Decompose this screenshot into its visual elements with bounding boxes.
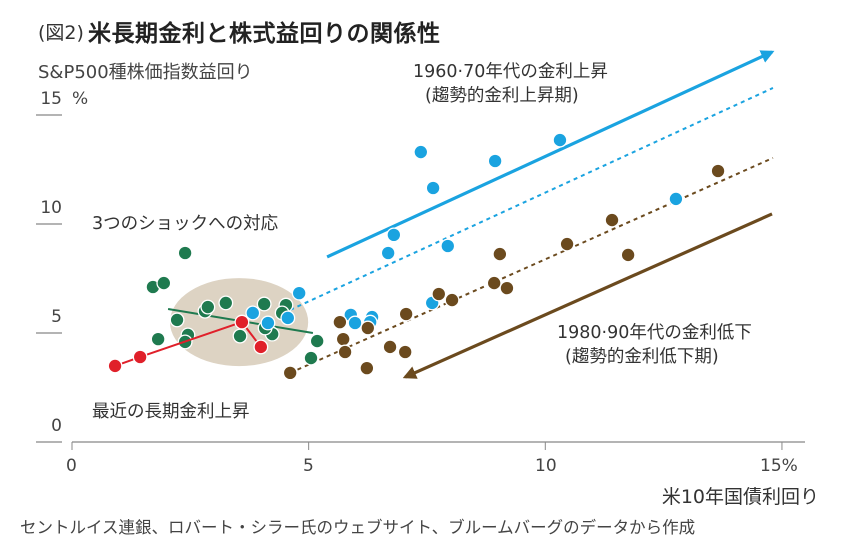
x-tick-label-5: 5 bbox=[303, 456, 314, 476]
green-data-point bbox=[200, 299, 216, 315]
y-tick-label-10: 10 bbox=[40, 198, 62, 218]
blue-data-point bbox=[552, 132, 568, 148]
brown-data-point bbox=[559, 236, 575, 252]
blue-data-point bbox=[386, 227, 402, 243]
green-data-point bbox=[150, 331, 166, 347]
blue-data-point bbox=[487, 153, 503, 169]
red-data-point bbox=[132, 349, 148, 365]
blue-data-point bbox=[245, 305, 261, 321]
blue-data-point bbox=[280, 310, 296, 326]
source-note: セントルイス連銀、ロバート・シラー氏のウェブサイト、ブルームバーグのデータから作… bbox=[20, 518, 696, 537]
brown-data-point bbox=[397, 344, 413, 360]
green-data-point bbox=[303, 350, 319, 366]
blue-data-point bbox=[347, 315, 363, 331]
annotation-rise-6070: 1960·70年代の金利上昇 bbox=[413, 62, 608, 82]
annotation-shocks: 3つのショックへの対応 bbox=[92, 214, 279, 234]
brown-data-point bbox=[332, 314, 348, 330]
brown-data-point bbox=[282, 365, 298, 381]
brown-data-point bbox=[499, 280, 515, 296]
red-connector-line bbox=[114, 320, 262, 367]
brown-data-point bbox=[382, 339, 398, 355]
y-tick-label-15: 15 bbox=[40, 89, 62, 109]
y-tick-label-0: 0 bbox=[51, 416, 62, 436]
y-axis-label: S&P500種株価指数益回り bbox=[38, 62, 253, 83]
green-data-point bbox=[232, 328, 248, 344]
brown-trend-dotted bbox=[289, 157, 774, 374]
red-data-point bbox=[107, 358, 123, 374]
brown-data-point bbox=[335, 331, 351, 347]
blue-data-point bbox=[413, 144, 429, 160]
green-data-point bbox=[309, 333, 325, 349]
chart-title: 米長期金利と株式益回りの関係性 bbox=[88, 21, 441, 47]
blue-data-point bbox=[380, 245, 396, 261]
blue-data-point bbox=[260, 315, 276, 331]
figure-number: (図2) bbox=[38, 22, 84, 44]
blue-data-point bbox=[440, 238, 456, 254]
brown-trend-arrow bbox=[402, 212, 773, 379]
annotation-recent: 最近の長期金利上昇 bbox=[92, 402, 250, 422]
x-tick-label-10: 10 bbox=[535, 456, 557, 476]
brown-data-point bbox=[359, 360, 375, 376]
y-axis-unit: % bbox=[72, 89, 89, 109]
annotation-fall-8090: 1980·90年代の金利低下 bbox=[557, 323, 752, 343]
x-tick-label-15: 15% bbox=[760, 456, 798, 476]
brown-data-point bbox=[492, 246, 508, 262]
brown-data-point bbox=[620, 247, 636, 263]
green-data-point bbox=[256, 296, 272, 312]
blue-data-point bbox=[668, 191, 684, 207]
blue-data-point bbox=[425, 180, 441, 196]
blue-trend-dotted bbox=[289, 87, 774, 311]
brown-data-point bbox=[710, 163, 726, 179]
annotation-rise-6070-sub: (趨勢的金利上昇期) bbox=[425, 86, 579, 106]
green-data-point bbox=[177, 245, 193, 261]
brown-data-point bbox=[486, 275, 502, 291]
green-data-point bbox=[156, 275, 172, 291]
y-tick-label-5: 5 bbox=[51, 307, 62, 327]
green-data-point bbox=[169, 312, 185, 328]
brown-data-point bbox=[360, 320, 376, 336]
x-axis-label: 米10年国債利回り bbox=[661, 486, 819, 508]
annotation-fall-8090-sub: (趨勢的金利低下期) bbox=[565, 347, 719, 367]
red-data-point bbox=[253, 339, 269, 355]
blue-data-point bbox=[291, 285, 307, 301]
brown-data-point bbox=[444, 292, 460, 308]
brown-data-point bbox=[398, 306, 414, 322]
red-data-point bbox=[234, 314, 250, 330]
green-data-point bbox=[218, 295, 234, 311]
x-tick-label-0: 0 bbox=[66, 456, 77, 476]
brown-data-point bbox=[337, 344, 353, 360]
brown-data-point bbox=[431, 286, 447, 302]
blue-trend-arrow bbox=[326, 50, 775, 259]
brown-data-point bbox=[604, 212, 620, 228]
